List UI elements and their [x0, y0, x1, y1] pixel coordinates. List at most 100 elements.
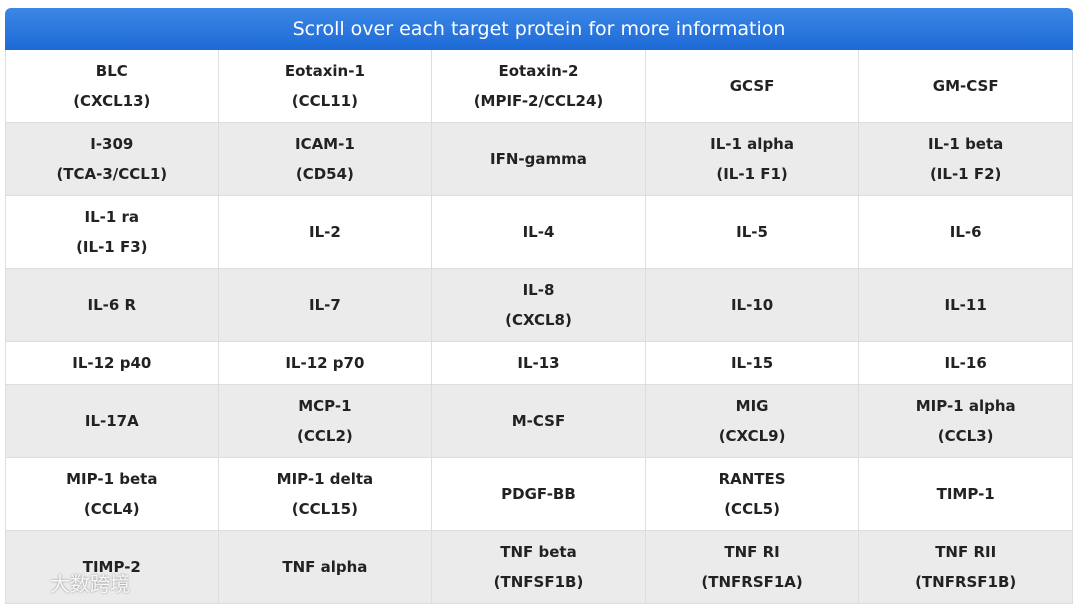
cell-text: IL-12 p40: [72, 354, 152, 372]
protein-cell[interactable]: IL-4: [432, 196, 646, 268]
protein-cell[interactable]: I-309 (TCA-3/CCL1): [5, 123, 219, 195]
cell-text: (CCL15): [291, 500, 358, 518]
cell-text: (TNFSF1B): [493, 573, 584, 591]
protein-cell[interactable]: GCSF: [646, 50, 860, 122]
cell-text: (CXCL13): [73, 92, 151, 110]
protein-cell[interactable]: IL-8 (CXCL8): [432, 269, 646, 341]
protein-cell[interactable]: IL-6: [859, 196, 1073, 268]
cell-text: IL-5: [736, 223, 768, 241]
cell-text: (CCL11): [291, 92, 358, 110]
cell-text: (IL-1 F3): [76, 238, 148, 256]
cell-text: Eotaxin-2: [498, 62, 579, 80]
cell-text: TNF alpha: [282, 558, 368, 576]
protein-cell[interactable]: IL-11: [859, 269, 1073, 341]
cell-text: IL-1 ra: [84, 208, 140, 226]
cell-text: MIP-1 beta: [66, 470, 158, 488]
protein-cell[interactable]: IL-2: [219, 196, 433, 268]
cell-text: (CD54): [295, 165, 354, 183]
cell-text: (CXCL9): [718, 427, 786, 445]
cell-text: (TNFRSF1A): [701, 573, 803, 591]
protein-cell[interactable]: GM-CSF: [859, 50, 1073, 122]
cell-text: (CCL5): [724, 500, 780, 518]
protein-cell[interactable]: IFN-gamma: [432, 123, 646, 195]
cell-text: (TNFRSF1B): [915, 573, 1017, 591]
protein-cell[interactable]: IL-7: [219, 269, 433, 341]
protein-cell[interactable]: TNF RI (TNFRSF1A): [646, 531, 860, 603]
protein-cell[interactable]: IL-10: [646, 269, 860, 341]
protein-cell[interactable]: Eotaxin-1 (CCL11): [219, 50, 433, 122]
protein-cell[interactable]: PDGF-BB: [432, 458, 646, 530]
protein-cell[interactable]: IL-1 ra (IL-1 F3): [5, 196, 219, 268]
cell-text: MIP-1 delta: [276, 470, 374, 488]
protein-cell[interactable]: IL-12 p70: [219, 342, 433, 384]
protein-cell[interactable]: MIP-1 alpha (CCL3): [859, 385, 1073, 457]
cell-text: (CCL4): [83, 500, 140, 518]
cell-text: (CXCL8): [505, 311, 572, 329]
table-row: IL-6 R IL-7 IL-8 (CXCL8) IL-10 IL-11: [5, 269, 1073, 342]
protein-cell[interactable]: TNF RII (TNFRSF1B): [859, 531, 1073, 603]
cell-text: TIMP-2: [82, 558, 141, 576]
table-row: TIMP-2 TNF alpha TNF beta (TNFSF1B) TNF RI (T…: [5, 531, 1073, 604]
cell-text: IL-6: [949, 223, 982, 241]
table-row: BLC (CXCL13) Eotaxin-1 (CCL11) Eotaxin-2 (MPI…: [5, 50, 1073, 123]
protein-cell[interactable]: IL-5: [646, 196, 860, 268]
cell-text: TNF RI: [724, 543, 780, 561]
cell-text: (IL-1 F1): [716, 165, 788, 183]
cell-text: IL-10: [730, 296, 774, 314]
protein-cell[interactable]: MIG (CXCL9): [646, 385, 860, 457]
table-row: IL-1 ra (IL-1 F3) IL-2 IL-4 IL-5 IL-6: [5, 196, 1073, 269]
cell-text: IL-2: [308, 223, 341, 241]
cell-text: MIG: [735, 397, 769, 415]
protein-cell[interactable]: IL-6 R: [5, 269, 219, 341]
protein-cell[interactable]: TNF beta (TNFSF1B): [432, 531, 646, 603]
cell-text: IL-7: [308, 296, 341, 314]
cell-text: TIMP-1: [936, 485, 995, 503]
cell-text: IL-17A: [84, 412, 139, 430]
target-table: Scroll over each target protein for more…: [5, 8, 1073, 604]
protein-cell[interactable]: TIMP-2: [5, 531, 219, 603]
watermark: 大数跨境: [50, 572, 130, 596]
cell-text: GM-CSF: [932, 77, 999, 95]
cell-text: I-309: [90, 135, 134, 153]
cell-text: IL-6 R: [87, 296, 137, 314]
table-row: MIP-1 beta (CCL4) MIP-1 delta (CCL15) PDGF-B…: [5, 458, 1073, 531]
protein-cell[interactable]: IL-15: [646, 342, 860, 384]
cell-text: M-CSF: [511, 412, 566, 430]
cell-text: MCP-1: [298, 397, 352, 415]
cell-text: IL-15: [730, 354, 774, 372]
protein-cell[interactable]: M-CSF: [432, 385, 646, 457]
cell-text: (MPIF-2/CCL24): [473, 92, 604, 110]
cell-text: IL-11: [944, 296, 987, 314]
protein-cell[interactable]: IL-17A: [5, 385, 219, 457]
cell-text: PDGF-BB: [501, 485, 576, 503]
table-header: Scroll over each target protein for more…: [5, 8, 1073, 50]
protein-cell[interactable]: ICAM-1 (CD54): [219, 123, 433, 195]
cell-text: (IL-1 F2): [929, 165, 1002, 183]
cell-text: IFN-gamma: [490, 150, 587, 168]
protein-cell[interactable]: IL-12 p40: [5, 342, 219, 384]
protein-cell[interactable]: BLC (CXCL13): [5, 50, 219, 122]
protein-cell[interactable]: TNF alpha: [219, 531, 433, 603]
cell-text: (CCL3): [937, 427, 994, 445]
cell-text: (TCA-3/CCL1): [56, 165, 168, 183]
protein-cell[interactable]: IL-1 beta (IL-1 F2): [859, 123, 1073, 195]
protein-cell[interactable]: MIP-1 beta (CCL4): [5, 458, 219, 530]
cell-text: IL-4: [522, 223, 555, 241]
protein-cell[interactable]: RANTES (CCL5): [646, 458, 860, 530]
protein-cell[interactable]: IL-13: [432, 342, 646, 384]
table-body: BLC (CXCL13) Eotaxin-1 (CCL11) Eotaxin-2 (MPI…: [5, 50, 1073, 604]
protein-cell[interactable]: MCP-1 (CCL2): [219, 385, 433, 457]
cell-text: IL-13: [517, 354, 560, 372]
cell-text: BLC: [95, 62, 128, 80]
cell-text: TNF beta: [500, 543, 577, 561]
protein-cell[interactable]: TIMP-1: [859, 458, 1073, 530]
cell-text: IL-8: [522, 281, 555, 299]
cell-text: IL-16: [944, 354, 987, 372]
protein-cell[interactable]: IL-16: [859, 342, 1073, 384]
protein-cell[interactable]: IL-1 alpha (IL-1 F1): [646, 123, 860, 195]
cell-text: Eotaxin-1: [284, 62, 365, 80]
protein-cell[interactable]: Eotaxin-2 (MPIF-2/CCL24): [432, 50, 646, 122]
cell-text: TNF RII: [935, 543, 997, 561]
protein-cell[interactable]: MIP-1 delta (CCL15): [219, 458, 433, 530]
